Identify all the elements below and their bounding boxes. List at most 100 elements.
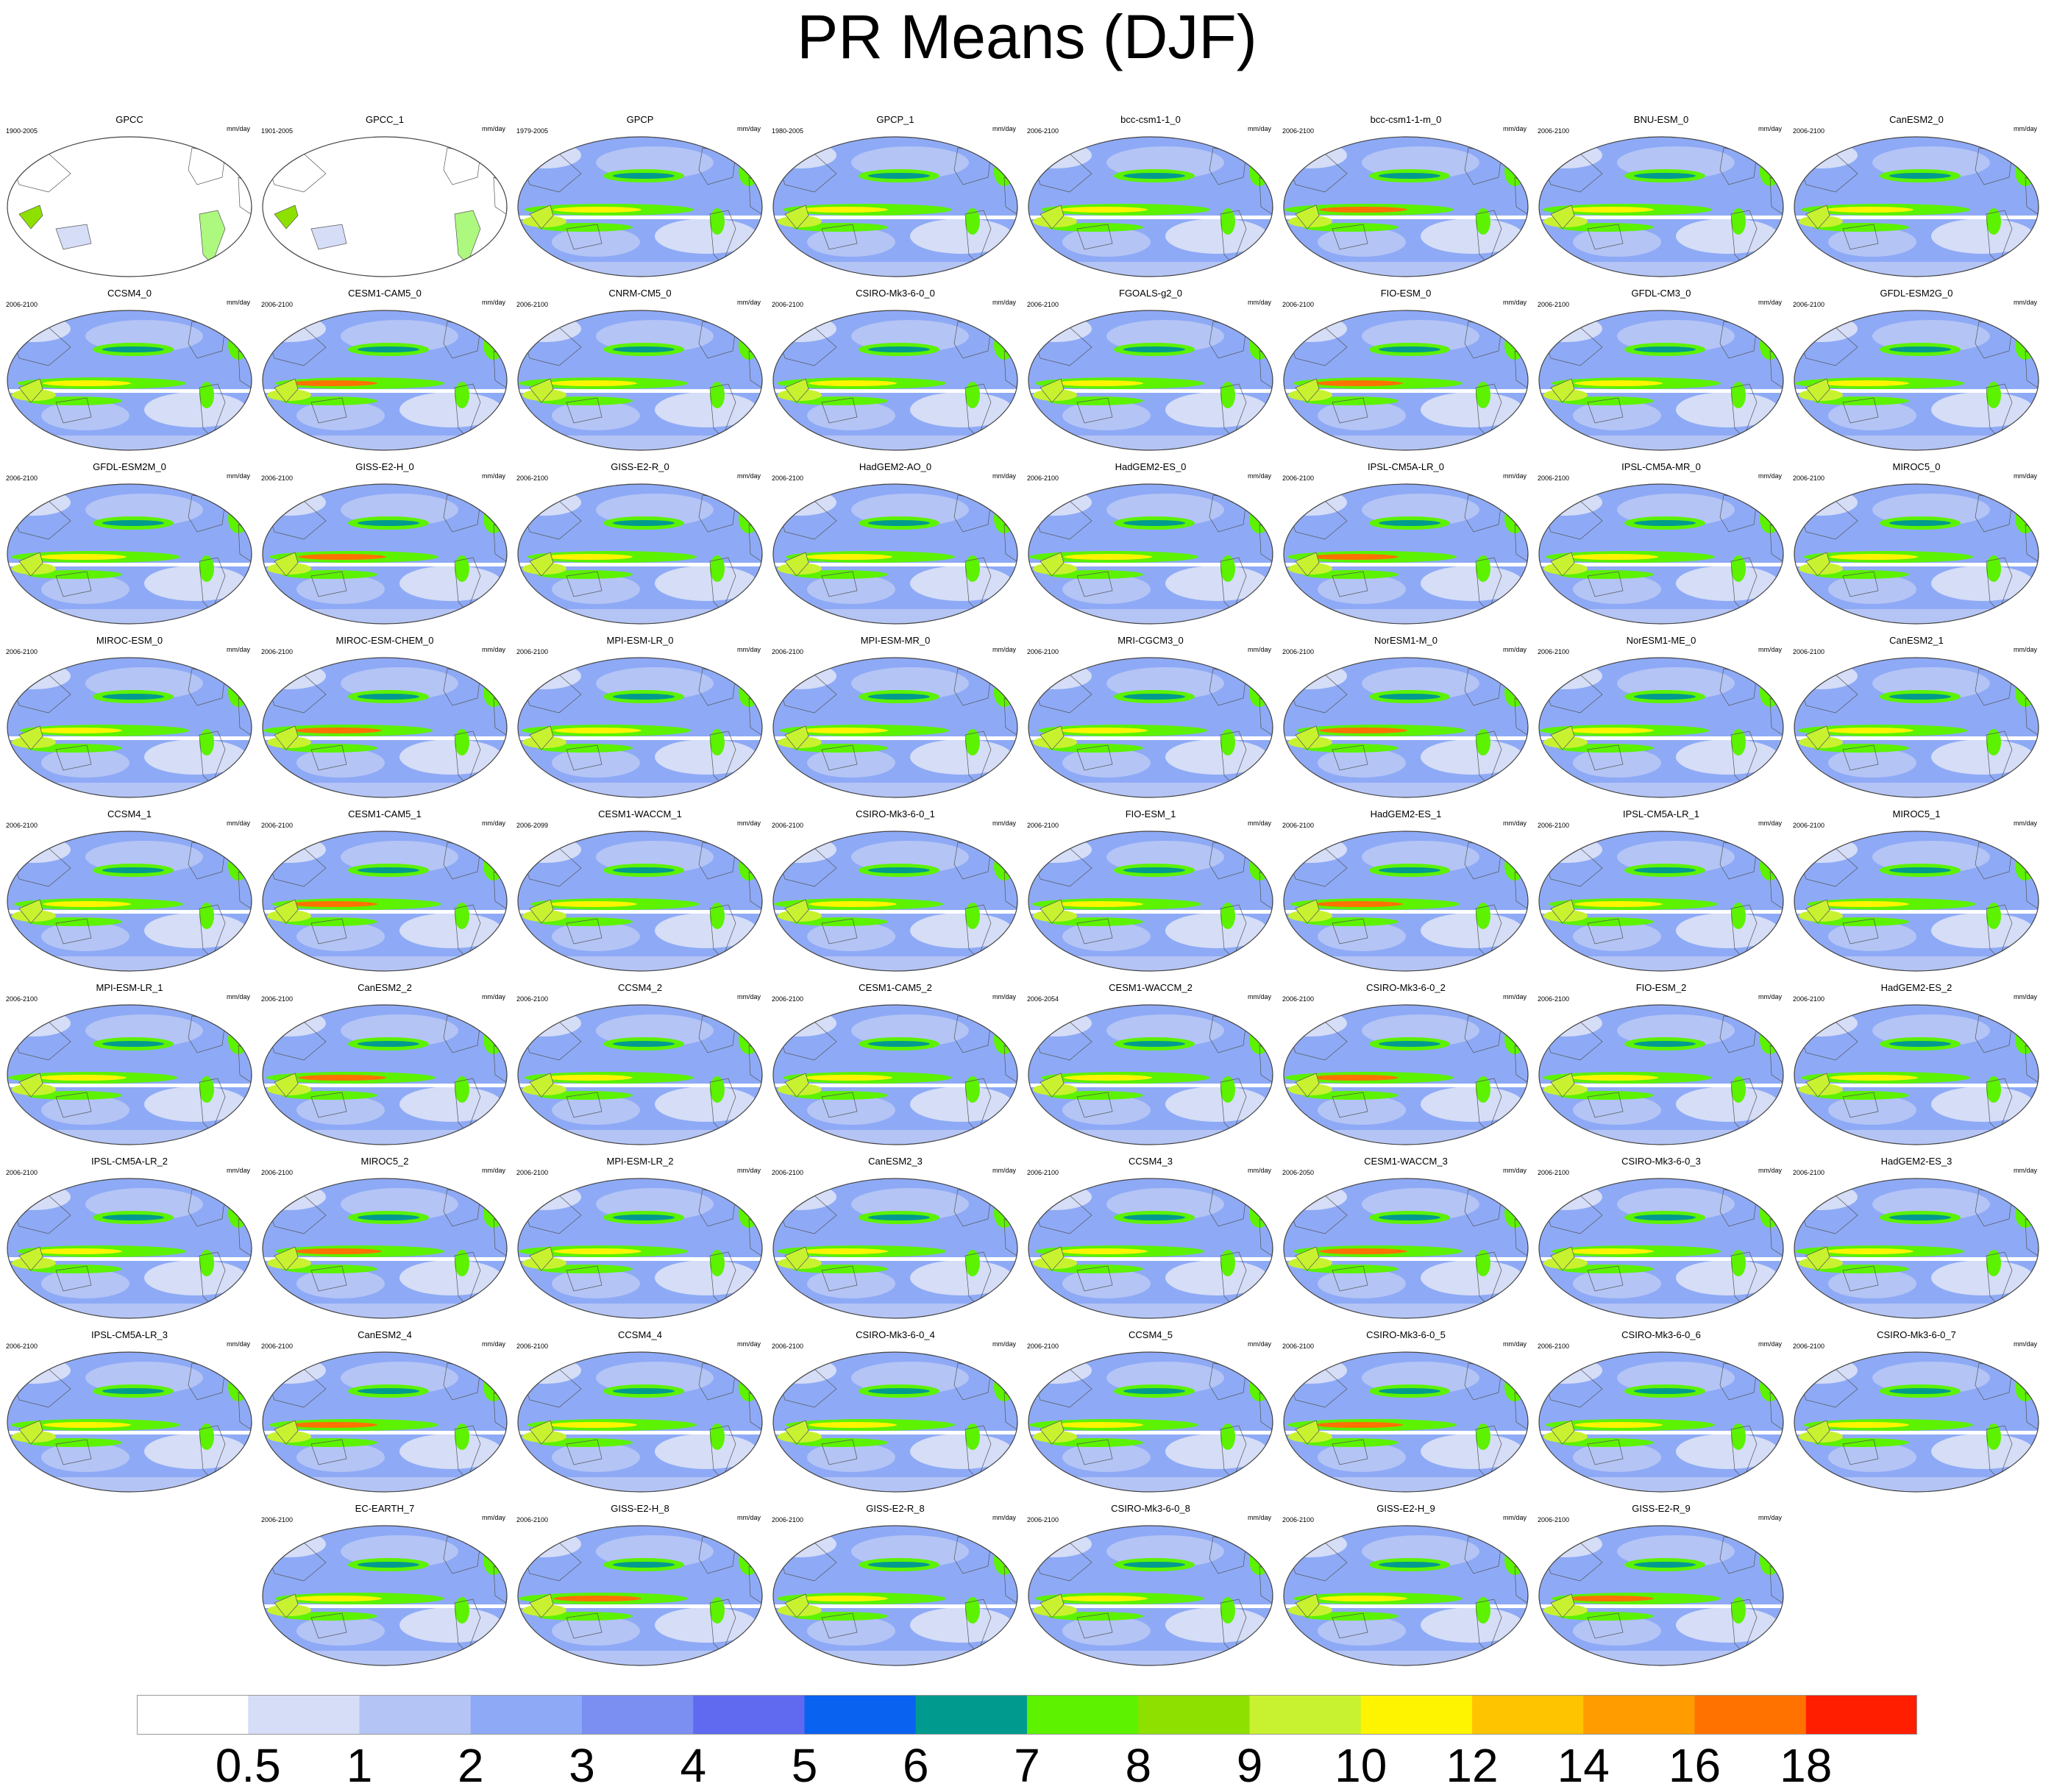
chart-title: PR Means (DJF) — [797, 2, 1257, 71]
panel-years: 2006-2100 — [1538, 822, 1570, 829]
map-plot — [1538, 1004, 1784, 1145]
panel-units: mm/day — [1758, 819, 1782, 827]
map-panel: GISS-E2-R_8 2006-2100 mm/day — [770, 1503, 1020, 1672]
map-panel: FIO-ESM_0 2006-2100 mm/day — [1281, 288, 1531, 457]
map-panel: CESM1-WACCM_2 2006-2054 mm/day — [1026, 982, 1276, 1151]
panel-units: mm/day — [481, 1167, 505, 1174]
panel-title: CCSM4_5 — [1129, 1329, 1173, 1340]
panel-years: 2006-2100 — [772, 995, 804, 1003]
panel-units: mm/day — [1247, 472, 1271, 480]
panel-title: CCSM4_0 — [107, 288, 152, 299]
panel-units: mm/day — [2013, 125, 2037, 132]
panel-title: CESM1-WACCM_2 — [1109, 982, 1193, 993]
map-plot — [772, 1004, 1018, 1145]
panel-title: GPCC — [116, 114, 143, 125]
map-panel: EC-EARTH_7 2006-2100 mm/day — [260, 1503, 510, 1672]
panel-units: mm/day — [2013, 472, 2037, 480]
panel-units: mm/day — [2013, 993, 2037, 1000]
map-panel: CSIRO-Mk3-6-0_5 2006-2100 mm/day — [1281, 1329, 1531, 1498]
panel-years: 2006-2050 — [1282, 1169, 1315, 1176]
colorbar-segment — [1694, 1695, 1807, 1735]
map-panel: MPI-ESM-LR_0 2006-2100 mm/day — [515, 635, 765, 804]
panel-title: bcc-csm1-1_0 — [1120, 114, 1181, 125]
map-panel: IPSL-CM5A-MR_0 2006-2100 mm/day — [1536, 461, 1786, 630]
panel-title: HadGEM2-ES_1 — [1370, 808, 1442, 819]
map-panel: MIROC-ESM_0 2006-2100 mm/day — [4, 635, 255, 804]
panel-years: 2006-2100 — [1538, 648, 1570, 655]
map-plot — [772, 310, 1018, 451]
panel-units: mm/day — [1502, 646, 1527, 653]
panel-units: mm/day — [1247, 299, 1271, 306]
map-panel: HadGEM2-ES_2 2006-2100 mm/day — [1791, 982, 2041, 1151]
map-plot — [517, 831, 763, 972]
panel-title: FGOALS-g2_0 — [1119, 288, 1182, 299]
panel-title: MIROC5_2 — [360, 1156, 409, 1167]
panel-title: MIROC-ESM_0 — [96, 635, 163, 646]
map-plot — [1794, 310, 2039, 451]
map-plot — [7, 1351, 252, 1493]
map-plot — [7, 1178, 252, 1319]
map-plot — [1028, 831, 1273, 972]
panel-title: CSIRO-Mk3-6-0_0 — [856, 288, 935, 299]
map-panel: NorESM1-ME_0 2006-2100 mm/day — [1536, 635, 1786, 804]
map-plot — [772, 1178, 1018, 1319]
panel-units: mm/day — [226, 819, 250, 827]
panel-years: 2006-2100 — [516, 1516, 549, 1523]
map-plot — [1028, 1178, 1273, 1319]
panel-title: GPCP_1 — [876, 114, 914, 125]
panel-title: GISS-E2-H_0 — [355, 461, 414, 472]
map-panel: CCSM4_2 2006-2100 mm/day — [515, 982, 765, 1151]
panel-years: 2006-2100 — [516, 1169, 549, 1176]
map-panel: CSIRO-Mk3-6-0_0 2006-2100 mm/day — [770, 288, 1020, 457]
map-panel: FGOALS-g2_0 2006-2100 mm/day — [1026, 288, 1276, 457]
map-plot — [1028, 1525, 1273, 1666]
panel-years: 2006-2100 — [1282, 1516, 1315, 1523]
panel-years: 2006-2100 — [6, 301, 38, 308]
panel-title: MIROC5_1 — [1892, 808, 1941, 819]
map-panel: HadGEM2-AO_0 2006-2100 mm/day — [770, 461, 1020, 630]
map-plot — [1028, 310, 1273, 451]
map-plot — [262, 657, 508, 798]
map-plot — [1283, 310, 1529, 451]
map-panel: HadGEM2-ES_1 2006-2100 mm/day — [1281, 808, 1531, 978]
panel-title: GISS-E2-H_8 — [611, 1503, 669, 1514]
panel-years: 2006-2100 — [1282, 1343, 1315, 1350]
panel-years: 2006-2100 — [516, 995, 549, 1003]
map-panel: MIROC5_1 2006-2100 mm/day — [1791, 808, 2041, 978]
colorbar-tick-label: 16 — [1668, 1739, 1721, 1792]
panel-units: mm/day — [1247, 819, 1271, 827]
map-panel: MRI-CGCM3_0 2006-2100 mm/day — [1026, 635, 1276, 804]
panel-years: 2006-2100 — [772, 648, 804, 655]
map-panel: CESM1-CAM5_1 2006-2100 mm/day — [260, 808, 510, 978]
panel-years: 2006-2100 — [516, 301, 549, 308]
map-plot — [517, 136, 763, 277]
map-plot — [262, 310, 508, 451]
map-plot — [772, 1351, 1018, 1493]
panel-units: mm/day — [1758, 299, 1782, 306]
panel-title: CCSM4_4 — [618, 1329, 662, 1340]
map-plot — [1028, 657, 1273, 798]
map-panel: HadGEM2-ES_3 2006-2100 mm/day — [1791, 1156, 2041, 1325]
panel-units: mm/day — [481, 125, 505, 132]
panel-units: mm/day — [1502, 819, 1527, 827]
colorbar-tick-label: 0.5 — [215, 1739, 281, 1792]
panel-years: 2006-2100 — [772, 1516, 804, 1523]
map-plot — [1028, 483, 1273, 625]
panel-title: GISS-E2-R_8 — [866, 1503, 925, 1514]
panel-title: IPSL-CM5A-LR_0 — [1367, 461, 1445, 472]
panel-units: mm/day — [1758, 472, 1782, 480]
panel-units: mm/day — [1502, 299, 1527, 306]
map-panel: MIROC5_2 2006-2100 mm/day — [260, 1156, 510, 1325]
map-panel: MPI-ESM-MR_0 2006-2100 mm/day — [770, 635, 1020, 804]
panel-title: HadGEM2-ES_2 — [1880, 982, 1952, 993]
panel-units: mm/day — [1502, 472, 1527, 480]
map-plot — [7, 483, 252, 625]
map-plot — [517, 483, 763, 625]
map-plot — [1028, 1351, 1273, 1493]
panel-years: 1901-2005 — [261, 127, 294, 135]
map-plot — [772, 136, 1018, 277]
map-plot — [772, 1525, 1018, 1666]
map-panel: GISS-E2-R_9 2006-2100 mm/day — [1536, 1503, 1786, 1672]
panel-years: 2006-2100 — [261, 301, 294, 308]
map-plot — [517, 310, 763, 451]
